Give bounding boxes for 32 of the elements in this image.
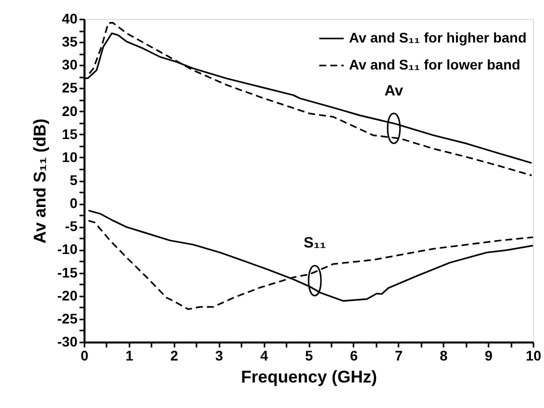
x-tick-label: 2 — [170, 348, 178, 364]
y-tick-label: 35 — [62, 34, 78, 50]
x-tick-label: 9 — [484, 348, 493, 364]
x-tick-label: 5 — [305, 348, 314, 364]
x-tick-label: 7 — [394, 348, 403, 364]
y-tick-label: -25 — [57, 310, 78, 326]
x-tick-label: 3 — [215, 348, 224, 364]
x-tick-label: 4 — [260, 348, 268, 364]
y-tick-label: 15 — [62, 126, 78, 142]
legend-label: Av and S₁₁ for higher band — [349, 30, 527, 46]
annotation: Av — [384, 82, 404, 100]
y-tick-label: -15 — [57, 264, 78, 280]
x-tick-label: 10 — [526, 348, 542, 364]
y-tick-label: 5 — [70, 172, 78, 188]
y-tick-label: 0 — [70, 195, 78, 212]
y-tick-label: 30 — [62, 56, 78, 73]
y-tick-label: 20 — [62, 102, 78, 119]
x-tick-label: 1 — [126, 348, 134, 364]
y-tick-label: 25 — [62, 80, 78, 96]
legend-label: Av and S₁₁ for lower band — [349, 56, 520, 72]
y-tick-label: -30 — [57, 334, 78, 350]
y-tick-label: 10 — [62, 148, 78, 165]
x-tick-label: 0 — [80, 348, 89, 364]
x-tick-label: 8 — [440, 348, 448, 364]
y-tick-label: 40 — [62, 10, 78, 26]
y-tick-label: -5 — [65, 218, 78, 234]
x-axis-title: Frequency (GHz) — [240, 368, 378, 386]
annotation: S₁₁ — [304, 234, 326, 252]
y-tick-label: -10 — [57, 241, 78, 258]
y-axis-title: Av and S₁₁ (dB) — [30, 118, 50, 244]
y-tick-label: -20 — [57, 287, 78, 304]
x-tick-label: 6 — [350, 348, 358, 364]
